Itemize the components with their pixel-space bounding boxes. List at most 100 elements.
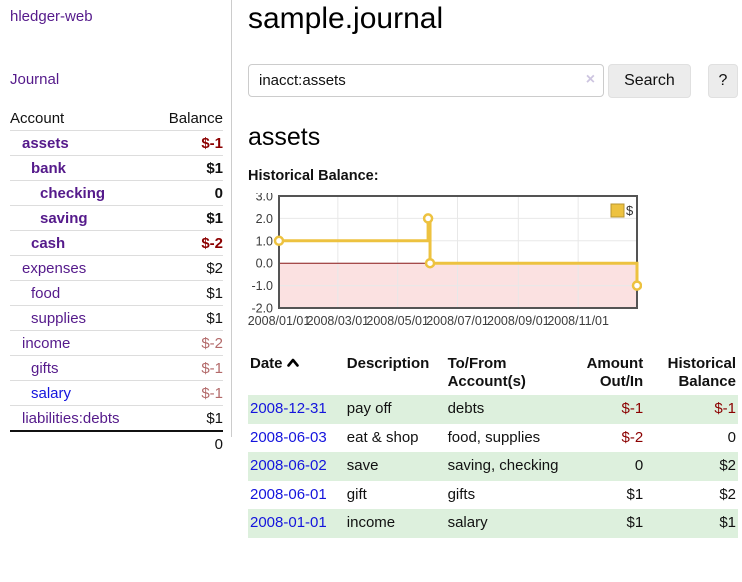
account-link-salary[interactable]: salary: [31, 385, 72, 402]
help-button[interactable]: ?: [707, 63, 738, 98]
svg-text:3.0: 3.0: [256, 193, 273, 204]
transaction-date-link[interactable]: 2008-06-02: [250, 457, 327, 474]
account-balance: $1: [152, 280, 223, 306]
transaction-description: pay off: [346, 400, 392, 417]
account-link-assets[interactable]: assets: [22, 135, 69, 152]
account-link-checking[interactable]: checking: [40, 185, 106, 202]
column-header-date[interactable]: Date: [248, 352, 345, 396]
account-balance: $-2: [152, 330, 223, 356]
transaction-date-link[interactable]: 2008-12-31: [250, 400, 327, 417]
chart-label: Historical Balance:: [248, 167, 379, 184]
transaction-row: 2008-06-01 gift gifts $1 $2: [248, 481, 738, 510]
svg-text:1.0: 1.0: [256, 234, 273, 248]
transaction-row: 2008-06-03 eat & shop food, supplies $-2…: [248, 424, 738, 453]
transaction-row: 2008-12-31 pay off debts $-1 $-1: [248, 395, 738, 424]
account-column-header: Account: [10, 110, 65, 127]
svg-text:-1.0: -1.0: [251, 279, 273, 293]
account-tree: Account Balance assets $-1 bank $1 check…: [10, 106, 223, 456]
account-row: bank $1: [10, 155, 223, 181]
account-link-gifts[interactable]: gifts: [31, 360, 59, 377]
account-link-expenses[interactable]: expenses: [22, 260, 87, 277]
transaction-row: 2008-01-01 income salary $1 $1: [248, 509, 738, 538]
account-balance: $1: [152, 155, 223, 181]
account-link-saving[interactable]: saving: [40, 210, 88, 227]
svg-text:$: $: [626, 203, 634, 218]
transaction-description: gift: [346, 485, 367, 503]
clear-search-icon[interactable]: ×: [585, 71, 596, 88]
transaction-amount: $-1: [621, 400, 644, 417]
account-balance: $2: [152, 255, 223, 281]
search-input[interactable]: [248, 64, 605, 97]
transaction-balance: $-1: [714, 400, 736, 417]
transaction-date-link[interactable]: 2008-06-03: [250, 428, 327, 446]
balance-column-header: Balance: [168, 110, 223, 127]
transaction-accounts: salary: [447, 514, 488, 531]
svg-text:2008/01/01: 2008/01/01: [248, 314, 310, 328]
account-link-food[interactable]: food: [31, 285, 61, 302]
svg-text:2008/09/01: 2008/09/01: [487, 314, 550, 328]
account-balance: $1: [152, 205, 223, 231]
main-content: sample.journal × Search ? assets Histori…: [248, 0, 738, 538]
column-header-balance: Historical Balance: [667, 354, 736, 391]
svg-text:2008/05/01: 2008/05/01: [366, 314, 429, 328]
transaction-balance: $2: [719, 485, 736, 503]
transaction-accounts: food, supplies: [447, 428, 541, 446]
transaction-row: 2008-06-02 save saving, checking 0 $2: [248, 452, 738, 481]
register-header-row: Date Description To/From Account(s) Amou…: [248, 352, 738, 396]
account-row: checking 0: [10, 180, 223, 206]
account-balance: $1: [152, 305, 223, 331]
transaction-date-link[interactable]: 2008-06-01: [250, 485, 327, 503]
account-row: assets $-1: [10, 130, 223, 156]
account-row: food $1: [10, 280, 223, 306]
svg-text:2008/07/01: 2008/07/01: [426, 314, 489, 328]
svg-text:2.0: 2.0: [256, 211, 273, 225]
account-row: saving $1: [10, 205, 223, 231]
transaction-balance: 0: [727, 428, 736, 446]
account-row: cash $-2: [10, 230, 223, 256]
sort-ascending-icon: [286, 358, 299, 367]
transaction-amount: 0: [634, 457, 644, 474]
sidebar-item-journal[interactable]: Journal: [10, 71, 60, 88]
account-row: supplies $1: [10, 305, 223, 331]
account-link-bank[interactable]: bank: [31, 160, 67, 177]
svg-text:2008/03/01: 2008/03/01: [307, 314, 370, 328]
page-title: sample.journal: [248, 2, 444, 35]
transaction-amount: $1: [626, 514, 644, 531]
transaction-balance: $2: [719, 457, 736, 474]
search-button[interactable]: Search: [608, 63, 691, 98]
svg-text:0.0: 0.0: [256, 256, 273, 270]
svg-text:-2.0: -2.0: [251, 301, 273, 315]
sidebar: hledger-web Journal Account Balance asse…: [0, 0, 232, 456]
transaction-amount: $-2: [621, 428, 644, 446]
transaction-amount: $1: [626, 485, 644, 503]
transaction-accounts: gifts: [447, 485, 476, 503]
transaction-date-link[interactable]: 2008-01-01: [250, 514, 327, 531]
total-balance: 0: [152, 430, 223, 456]
brand-link[interactable]: hledger-web: [10, 8, 93, 25]
account-row: income $-2: [10, 330, 223, 356]
balance-chart[interactable]: $3.0 2.0 1.0 0.0 -1.0 -2.02008/01/012008/03/0…: [248, 193, 642, 330]
transaction-description: save: [346, 457, 379, 474]
transaction-accounts: saving, checking: [447, 457, 559, 474]
account-balance: $-1: [152, 380, 223, 406]
account-link-supplies[interactable]: supplies: [31, 310, 87, 327]
account-balance: $-2: [152, 230, 223, 256]
account-row: gifts $-1: [10, 355, 223, 381]
account-link-liabilities-debts[interactable]: liabilities:debts: [22, 410, 120, 427]
account-balance: $-1: [152, 130, 223, 156]
column-header-accounts: To/From Account(s): [447, 354, 526, 391]
account-row: liabilities:debts $1: [10, 405, 223, 431]
transaction-description: income: [346, 514, 396, 531]
column-header-description: Description: [346, 354, 430, 372]
account-link-income[interactable]: income: [22, 335, 71, 352]
account-balance: 0: [152, 180, 223, 206]
transaction-balance: $1: [719, 514, 736, 531]
account-balance: $1: [152, 405, 223, 431]
search-form: × Search ?: [248, 63, 738, 98]
svg-text:2008/11/01: 2008/11/01: [547, 314, 609, 328]
column-header-amount: Amount Out/In: [586, 354, 644, 391]
account-balance: $-1: [152, 355, 223, 381]
account-link-cash[interactable]: cash: [31, 235, 66, 252]
account-tree-header: Account Balance: [10, 106, 223, 131]
account-row: expenses $2: [10, 255, 223, 281]
